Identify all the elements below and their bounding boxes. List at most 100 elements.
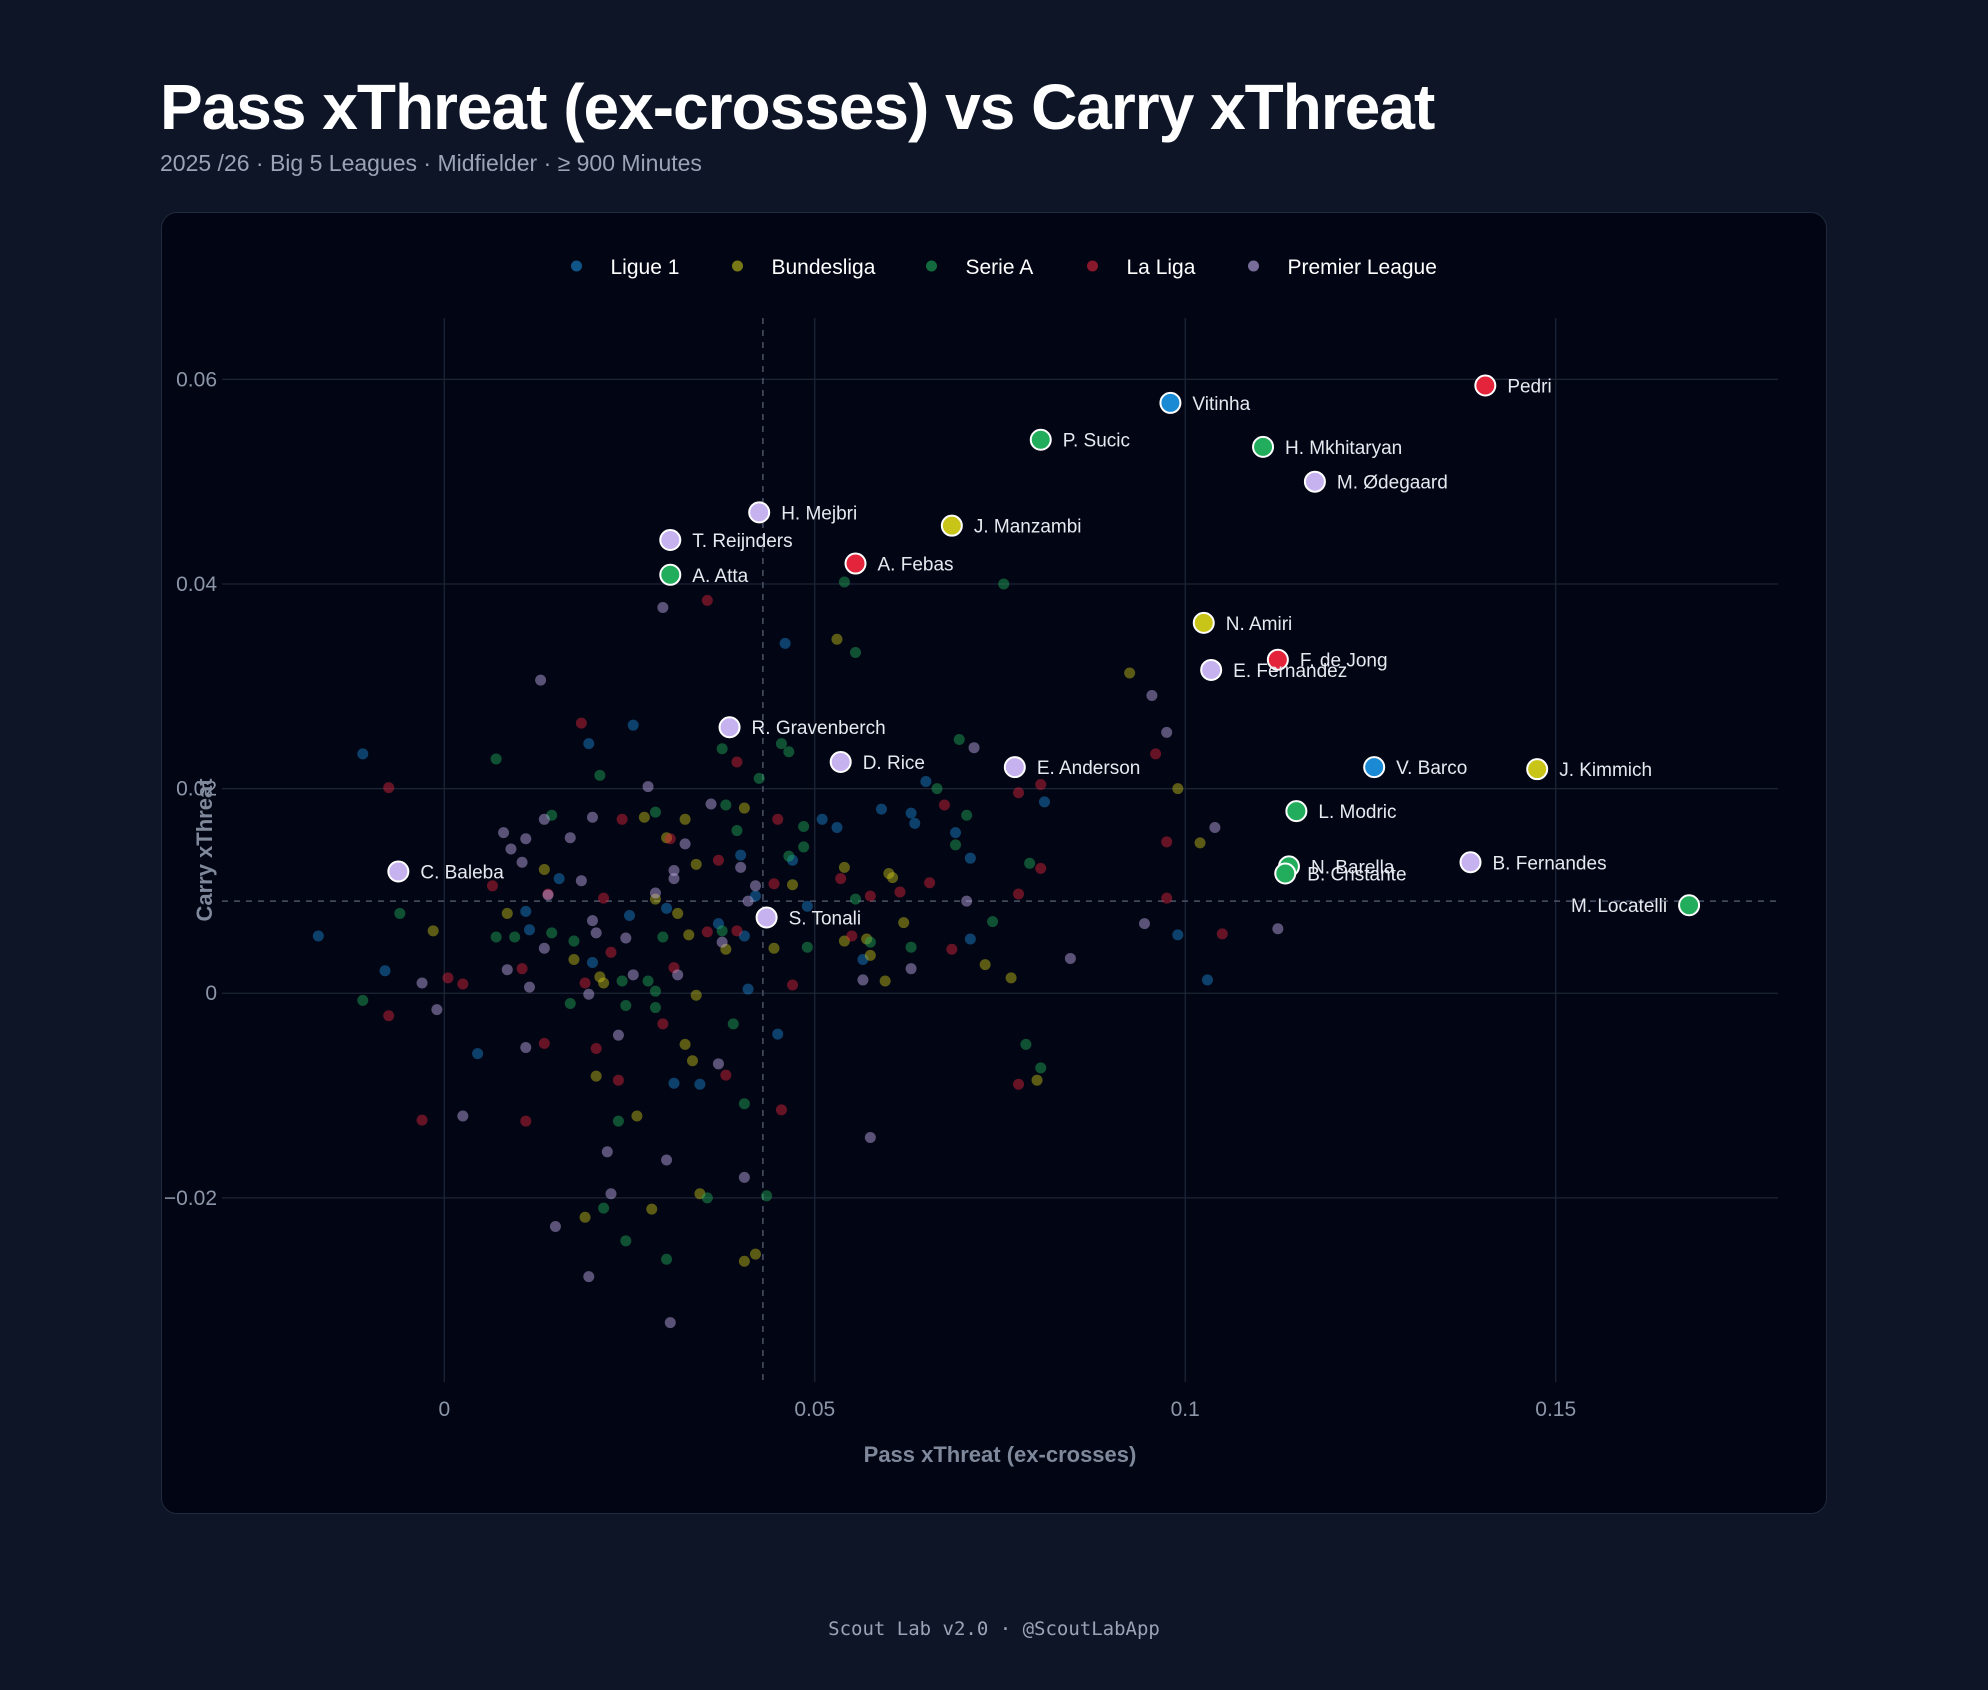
data-point — [520, 1041, 532, 1053]
data-point — [542, 889, 554, 901]
data-point — [431, 1004, 443, 1016]
player-label: L. Modric — [1318, 802, 1396, 823]
data-point — [516, 856, 528, 868]
highlighted-point — [755, 906, 778, 929]
data-point — [668, 1077, 680, 1089]
highlighted-point — [1474, 374, 1497, 397]
x-tick-label: 0.05 — [794, 1398, 835, 1421]
data-point — [575, 875, 587, 887]
highlighted-point — [1029, 428, 1052, 451]
player-label: M. Locatelli — [1571, 896, 1667, 917]
player-label: B. Cristante — [1307, 865, 1406, 886]
data-point — [716, 936, 728, 948]
data-point — [1194, 837, 1206, 849]
data-point — [498, 827, 510, 839]
data-point — [457, 978, 469, 990]
data-point — [1031, 1074, 1043, 1086]
data-point — [787, 854, 799, 866]
data-point — [950, 839, 962, 851]
data-point — [542, 888, 554, 900]
data-point — [546, 927, 558, 939]
player-label: N. Amiri — [1226, 614, 1293, 635]
player-label: F. de Jong — [1300, 651, 1388, 672]
data-point — [657, 1018, 669, 1030]
data-point — [627, 969, 639, 981]
highlighted-point — [1363, 756, 1386, 779]
data-point — [586, 957, 598, 969]
data-point — [501, 964, 513, 976]
data-point — [772, 1028, 784, 1040]
data-point — [838, 935, 850, 947]
data-point — [598, 1202, 610, 1214]
data-point — [749, 1248, 761, 1260]
data-point — [1172, 929, 1184, 941]
chart-panel — [161, 212, 1827, 1514]
data-point — [857, 953, 869, 965]
data-point — [649, 985, 661, 997]
data-point — [846, 930, 858, 942]
data-point — [564, 997, 576, 1009]
x-axis-label: Pass xThreat (ex-crosses) — [864, 1442, 1137, 1467]
data-point — [605, 946, 617, 958]
highlighted-point — [1459, 851, 1482, 874]
highlighted-point — [844, 552, 867, 575]
highlighted-point — [659, 563, 682, 586]
data-point — [549, 1220, 561, 1232]
data-point — [735, 861, 747, 873]
data-point — [642, 781, 654, 793]
data-point — [586, 811, 598, 823]
data-point — [775, 738, 787, 750]
data-point — [583, 1271, 595, 1283]
data-point — [1209, 821, 1221, 833]
data-point — [749, 890, 761, 902]
y-tick-label: 0.02 — [176, 778, 217, 801]
data-point — [1161, 892, 1173, 904]
data-point — [905, 963, 917, 975]
data-point — [457, 1110, 469, 1122]
data-point — [801, 900, 813, 912]
data-point — [612, 1074, 624, 1086]
data-point — [1013, 787, 1025, 799]
highlighted-points: Pedri Vitinha P. Sucic H. Mkhitaryan M. Ødeg… — [387, 374, 1701, 930]
legend-label: La Liga — [1127, 256, 1196, 279]
data-point — [738, 930, 750, 942]
data-point — [679, 838, 691, 850]
highlighted-point — [940, 514, 963, 537]
data-point — [638, 811, 650, 823]
data-point — [1150, 748, 1162, 760]
data-point — [831, 821, 843, 833]
data-point — [1013, 888, 1025, 900]
data-point — [749, 880, 761, 892]
data-point — [594, 971, 606, 983]
data-point — [720, 943, 732, 955]
data-point — [712, 918, 724, 930]
data-point — [953, 734, 965, 746]
data-point — [661, 1253, 673, 1265]
data-point — [649, 887, 661, 899]
data-point — [627, 719, 639, 731]
data-point — [735, 849, 747, 861]
data-point — [1161, 726, 1173, 738]
data-point — [590, 1070, 602, 1082]
data-point — [383, 1010, 395, 1022]
data-point — [816, 813, 828, 825]
data-point — [583, 988, 595, 1000]
data-point — [701, 926, 713, 938]
data-point — [568, 953, 580, 965]
data-point — [690, 858, 702, 870]
highlighted-point — [1003, 756, 1026, 779]
data-point — [579, 977, 591, 989]
data-point — [379, 965, 391, 977]
y-tick-label: 0.04 — [176, 573, 217, 596]
data-point — [731, 756, 743, 768]
data-point — [516, 963, 528, 975]
data-point — [1272, 923, 1284, 935]
data-point — [798, 820, 810, 832]
player-label: Pedri — [1507, 377, 1551, 398]
player-label: H. Mkhitaryan — [1285, 438, 1402, 459]
data-point — [768, 942, 780, 954]
data-point — [649, 1002, 661, 1014]
data-point — [716, 925, 728, 937]
data-point — [661, 832, 673, 844]
data-point — [1161, 836, 1173, 848]
